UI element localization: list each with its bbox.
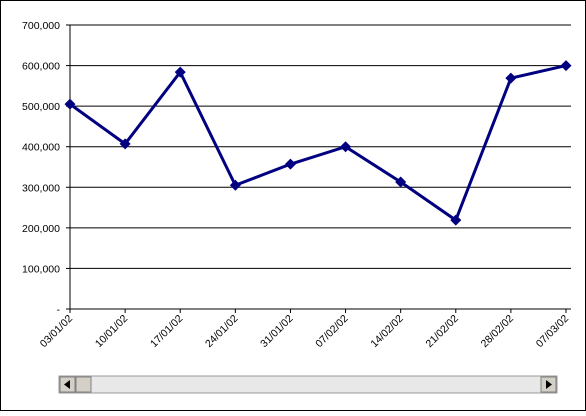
data-point (119, 138, 131, 150)
scrollbar[interactable] (58, 375, 558, 394)
data-point (174, 66, 186, 78)
data-point (560, 60, 572, 72)
data-point (340, 141, 352, 153)
data-point (64, 98, 76, 110)
y-tick-label: 600,000 (22, 61, 60, 73)
data-point (450, 214, 462, 226)
y-tick-label: - (57, 304, 61, 316)
y-tick-label: 300,000 (22, 182, 60, 194)
left-arrow (64, 380, 70, 389)
y-tick-label: 500,000 (22, 101, 60, 113)
y-tick-label: 200,000 (22, 223, 60, 235)
data-point (229, 179, 241, 191)
y-tick-label: 100,000 (22, 263, 60, 275)
y-tick-label: 700,000 (22, 20, 60, 32)
data-point (284, 158, 296, 170)
y-tick-label: 400,000 (22, 142, 60, 154)
data-line (69, 64, 567, 223)
data-point (505, 72, 517, 84)
scroll-track[interactable] (58, 375, 558, 394)
data-point (395, 176, 407, 188)
right-arrow (546, 380, 552, 389)
scroll-thumb[interactable] (75, 376, 92, 393)
